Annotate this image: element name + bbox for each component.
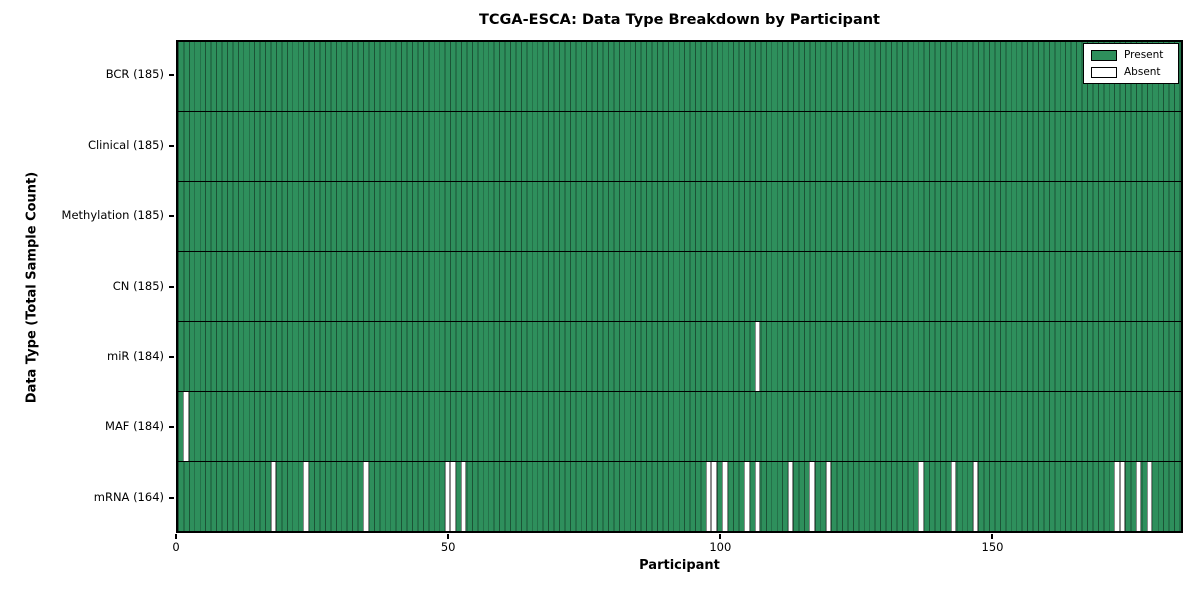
ytick-label-miR: miR (184) — [107, 348, 164, 363]
ytick-label-Clinical: Clinical (185) — [87, 137, 164, 152]
absent-cell — [711, 462, 717, 531]
xtick-label-50: 50 — [440, 540, 456, 554]
absent-cell — [1119, 462, 1126, 531]
absent-cell — [461, 462, 467, 531]
absent-cell — [744, 462, 750, 531]
ytick-mark — [169, 285, 174, 288]
x-axis-label: Participant — [639, 558, 720, 573]
legend-entry-present: Present — [1091, 49, 1171, 61]
absent-cell — [444, 462, 451, 531]
heatmap-row-BCR — [178, 42, 1181, 112]
absent-cell — [363, 462, 369, 531]
xtick-label-150: 150 — [981, 540, 1004, 554]
ytick-mark — [169, 426, 174, 429]
absent-swatch-icon — [1091, 66, 1117, 78]
chart-title: TCGA-ESCA: Data Type Breakdown by Partic… — [479, 12, 880, 28]
absent-cell — [950, 462, 957, 531]
absent-cell — [722, 462, 728, 531]
absent-cell — [825, 462, 832, 531]
absent-cell — [1146, 462, 1153, 531]
plot-area — [176, 40, 1183, 533]
absent-cell — [270, 462, 276, 531]
absent-cell — [754, 322, 761, 391]
heatmap-row-CN — [178, 252, 1181, 322]
absent-cell — [183, 392, 189, 461]
ytick-mark — [169, 355, 174, 358]
ytick-label-MAF: MAF (184) — [105, 419, 164, 434]
legend-entry-absent: Absent — [1091, 66, 1171, 78]
legend-present-label: Present — [1124, 49, 1164, 61]
xtick-mark — [175, 534, 177, 539]
absent-cell — [809, 462, 815, 531]
xtick-mark — [447, 534, 450, 539]
absent-cell — [303, 462, 309, 531]
ytick-mark — [169, 215, 174, 218]
present-swatch-icon — [1091, 49, 1117, 61]
heatmap-row-MAF — [178, 392, 1181, 462]
absent-cell — [972, 462, 979, 531]
ytick-label-BCR: BCR (185) — [105, 67, 164, 82]
ytick-label-mRNA: mRNA (164) — [93, 489, 164, 504]
heatmap-row-Clinical — [178, 112, 1181, 182]
ytick-label-CN: CN (185) — [112, 278, 164, 293]
ytick-label-Methylation: Methylation (185) — [61, 208, 164, 223]
absent-cell — [705, 462, 712, 531]
absent-cell — [918, 462, 924, 531]
ytick-mark — [169, 74, 174, 77]
absent-cell — [1136, 462, 1142, 531]
absent-cell — [1114, 462, 1120, 531]
ytick-mark — [169, 496, 174, 499]
absent-cell — [754, 462, 761, 531]
absent-cell — [787, 462, 794, 531]
xtick-mark — [991, 534, 994, 539]
legend-absent-label: Absent — [1124, 66, 1161, 78]
heatmap-row-mRNA — [178, 462, 1181, 531]
heatmap-row-miR — [178, 322, 1181, 392]
xtick-label-0: 0 — [172, 540, 180, 554]
xtick-mark — [719, 534, 722, 539]
absent-cell — [450, 462, 456, 531]
xtick-label-100: 100 — [709, 540, 732, 554]
legend: Present Absent — [1083, 43, 1179, 84]
heatmap-row-Methylation — [178, 182, 1181, 252]
ytick-mark — [169, 144, 174, 147]
